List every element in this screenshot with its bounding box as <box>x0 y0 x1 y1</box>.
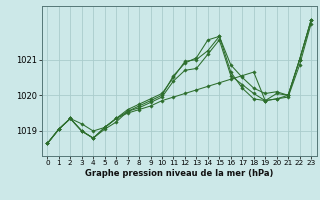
X-axis label: Graphe pression niveau de la mer (hPa): Graphe pression niveau de la mer (hPa) <box>85 169 273 178</box>
